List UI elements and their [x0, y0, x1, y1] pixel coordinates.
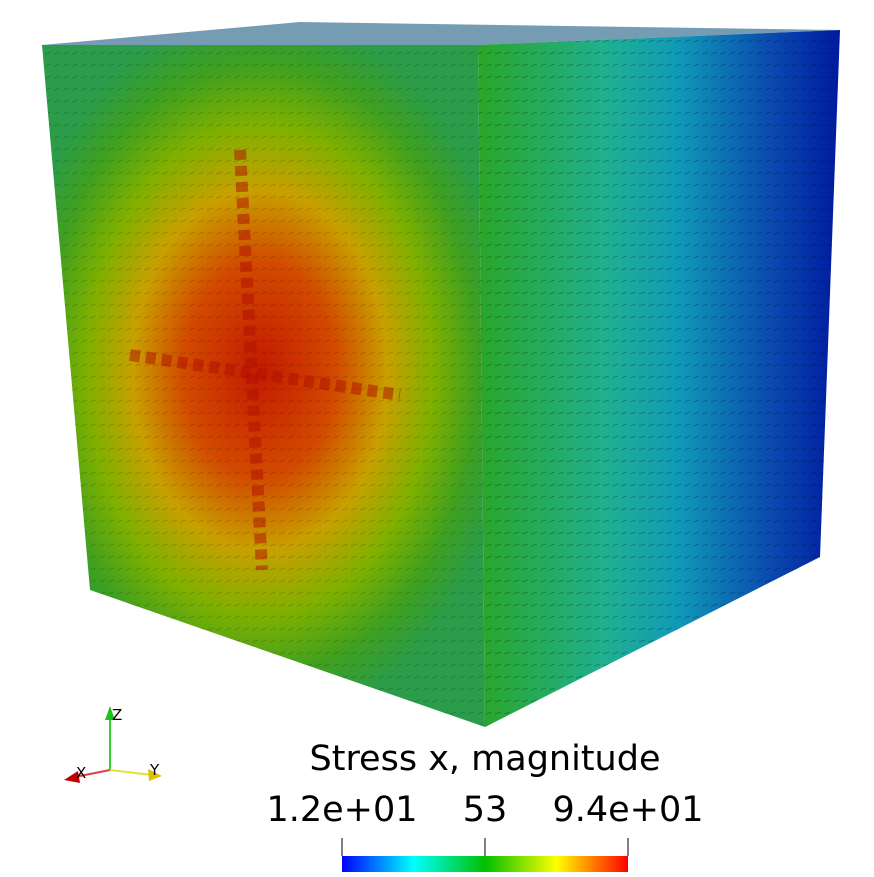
color-legend: Stress x, magnitude 1.2e+01 53 9.4e+01 — [266, 739, 704, 872]
cube-top-edge — [42, 22, 840, 45]
cross-vertical — [234, 149, 268, 571]
axis-y-label: Y — [149, 761, 160, 779]
axis-y — [109, 769, 153, 776]
axis-z-head — [105, 706, 115, 720]
color-legend-label: 1.2e+01 — [266, 790, 417, 830]
axes-triad: Z Y X — [64, 706, 162, 783]
cube-right-face-arrows — [478, 30, 840, 727]
cube — [42, 22, 840, 727]
color-legend-label: 53 — [463, 790, 508, 830]
color-legend-label: 9.4e+01 — [552, 790, 703, 830]
color-legend-bar — [342, 856, 628, 872]
axis-y-head — [148, 769, 162, 781]
cube-left-face-arrows — [42, 45, 485, 727]
axis-x — [74, 769, 111, 778]
axis-x-head — [64, 771, 80, 783]
color-legend-title: Stress x, magnitude — [310, 739, 661, 779]
axis-z-label: Z — [112, 706, 122, 724]
cross-horizontal — [129, 349, 401, 401]
axis-x-label: X — [76, 764, 86, 782]
